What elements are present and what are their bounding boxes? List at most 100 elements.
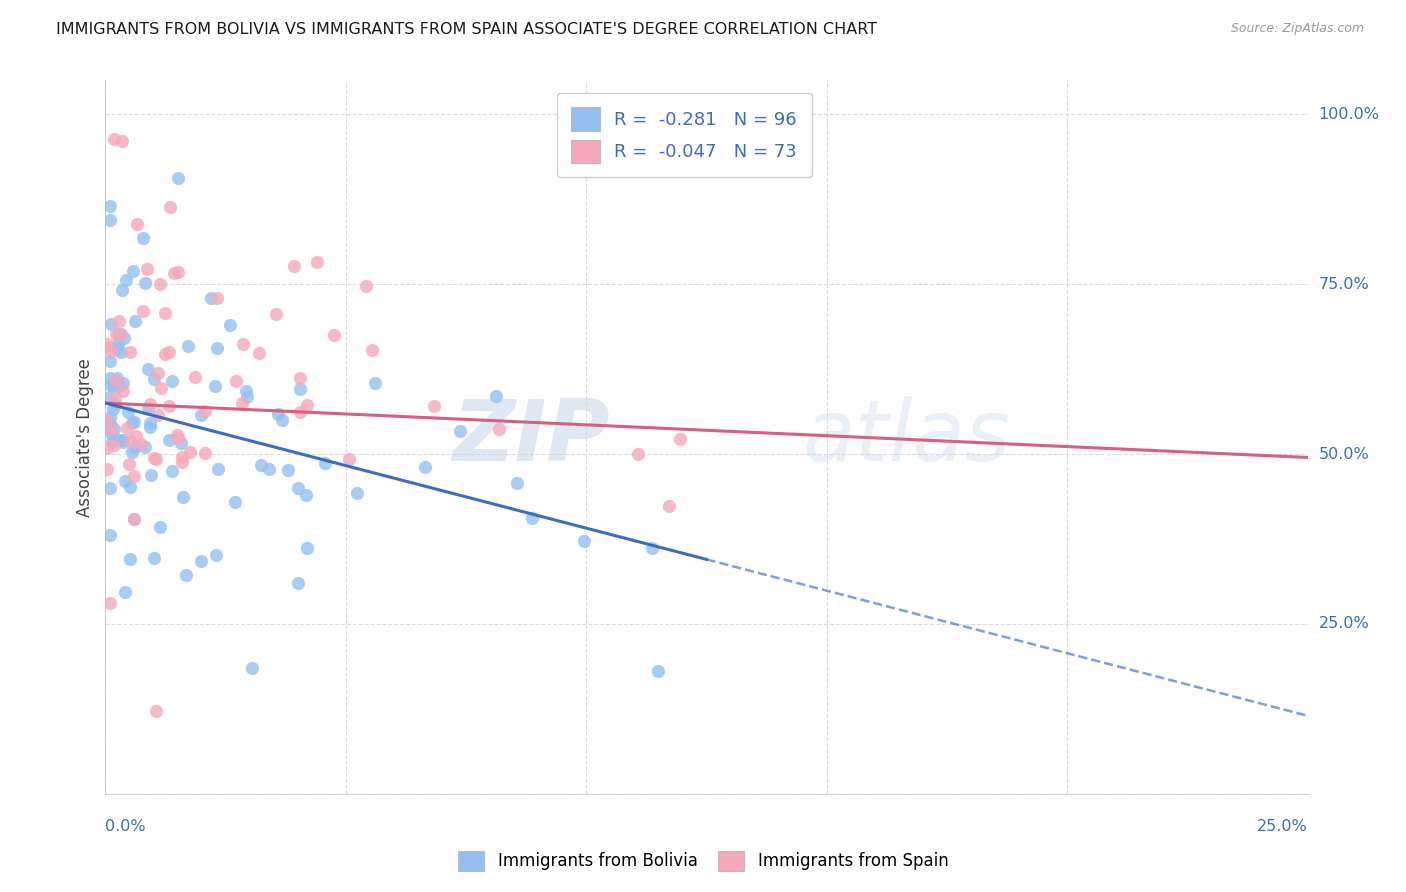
Point: [179, 445, 201, 459]
Point: [205, 548, 228, 562]
Point: [668, 432, 690, 446]
Point: [250, 458, 273, 473]
Point: [288, 371, 311, 385]
Point: [118, 457, 141, 471]
Point: [100, 425, 122, 440]
Point: [139, 416, 162, 430]
Point: [143, 372, 166, 386]
Point: [232, 336, 254, 351]
Point: [110, 134, 132, 148]
Point: [98, 370, 121, 384]
Point: [149, 277, 172, 291]
Point: [225, 374, 247, 388]
Point: [205, 341, 228, 355]
Point: [287, 576, 309, 591]
Point: [174, 568, 197, 582]
Point: [172, 450, 194, 465]
Point: [146, 366, 169, 380]
Point: [267, 407, 290, 421]
Point: [122, 469, 145, 483]
Point: [98, 417, 121, 431]
Point: [100, 344, 122, 359]
Point: [134, 276, 156, 290]
Point: [295, 398, 318, 412]
Point: [110, 327, 132, 342]
Point: [134, 440, 156, 454]
Point: [572, 534, 595, 549]
Point: [423, 400, 446, 414]
Text: IMMIGRANTS FROM BOLIVIA VS IMMIGRANTS FROM SPAIN ASSOCIATE'S DEGREE CORRELATION : IMMIGRANTS FROM BOLIVIA VS IMMIGRANTS FR…: [56, 22, 877, 37]
Point: [290, 382, 312, 396]
Point: [153, 306, 176, 320]
Point: [149, 381, 172, 395]
Point: [200, 291, 222, 305]
Point: [449, 424, 471, 438]
Point: [160, 374, 183, 388]
Text: ZIP: ZIP: [453, 395, 610, 479]
Point: [103, 132, 125, 146]
Point: [114, 331, 136, 345]
Point: [129, 436, 152, 450]
Point: [135, 261, 157, 276]
Point: [172, 490, 194, 504]
Point: [167, 170, 190, 185]
Point: [240, 661, 263, 675]
Point: [110, 344, 132, 359]
Point: [124, 440, 146, 454]
Point: [94, 414, 117, 428]
Point: [295, 488, 318, 502]
Point: [98, 528, 121, 542]
Point: [167, 264, 190, 278]
Point: [337, 451, 360, 466]
Point: [364, 376, 387, 390]
Point: [125, 217, 148, 231]
Point: [124, 415, 146, 429]
Point: [103, 438, 125, 452]
Point: [136, 401, 159, 416]
Point: [172, 455, 194, 469]
Point: [157, 345, 180, 359]
Text: Source: ZipAtlas.com: Source: ZipAtlas.com: [1230, 22, 1364, 36]
Point: [488, 421, 510, 435]
Point: [101, 434, 124, 449]
Point: [259, 462, 281, 476]
Point: [143, 551, 166, 566]
Point: [640, 541, 662, 555]
Text: 0.0%: 0.0%: [105, 819, 146, 834]
Point: [108, 433, 131, 447]
Point: [157, 434, 180, 448]
Point: [264, 307, 287, 321]
Text: 50.0%: 50.0%: [1319, 447, 1369, 461]
Point: [118, 480, 141, 494]
Point: [159, 201, 181, 215]
Point: [103, 422, 125, 436]
Point: [108, 313, 131, 327]
Point: [658, 499, 681, 513]
Point: [506, 476, 529, 491]
Point: [114, 585, 136, 599]
Point: [146, 408, 169, 422]
Point: [105, 326, 128, 341]
Point: [121, 445, 143, 459]
Point: [132, 303, 155, 318]
Point: [143, 451, 166, 466]
Point: [136, 361, 159, 376]
Point: [177, 339, 200, 353]
Point: [96, 337, 118, 351]
Point: [647, 664, 669, 678]
Point: [98, 213, 121, 227]
Text: 100.0%: 100.0%: [1319, 107, 1379, 122]
Point: [103, 396, 125, 410]
Point: [105, 370, 128, 384]
Point: [121, 417, 143, 431]
Point: [98, 198, 121, 212]
Point: [141, 467, 163, 482]
Point: [287, 482, 309, 496]
Point: [170, 435, 193, 450]
Point: [103, 379, 125, 393]
Point: [115, 273, 138, 287]
Point: [247, 346, 270, 360]
Point: [112, 384, 135, 398]
Point: [149, 520, 172, 534]
Point: [485, 389, 508, 403]
